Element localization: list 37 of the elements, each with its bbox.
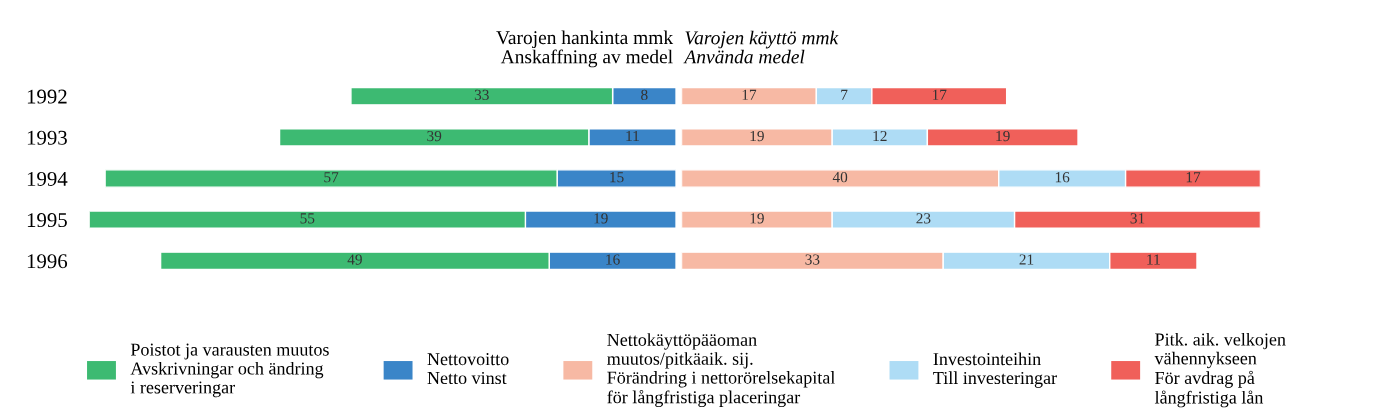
data-label: 19 <box>594 213 608 224</box>
y-tick-label: 1992 <box>27 89 67 104</box>
data-label: 33 <box>805 254 820 265</box>
legend-label: Poistot ja varausten muutos Avskrivningar och ändring i reserveringar <box>130 343 329 398</box>
data-label: 11 <box>626 130 639 142</box>
data-label: 55 <box>300 213 315 224</box>
y-tick-label: 1995 <box>27 213 67 228</box>
legend-label: Pitk. aik. velkojen vähennykseen För avdrag på långfristiga lån <box>1154 332 1286 408</box>
data-label: 23 <box>916 213 931 224</box>
data-label: 31 <box>1130 213 1145 224</box>
data-label: 7 <box>841 89 848 100</box>
data-label: 39 <box>427 130 442 142</box>
data-label: 17 <box>1186 172 1201 183</box>
data-label: 40 <box>832 172 848 183</box>
data-label: 12 <box>873 130 887 142</box>
data-label: 19 <box>750 130 764 142</box>
data-label: 8 <box>641 89 648 100</box>
data-label: 21 <box>1019 254 1034 265</box>
text: Varojen hankinta mmk Anskaffning av medel <box>496 30 674 68</box>
data-label: 49 <box>347 254 362 265</box>
legend-label: Investointeihin Till investeringar <box>933 352 1057 388</box>
legend-label: Nettovoitto Netto vinst <box>427 353 509 385</box>
data-label: 19 <box>996 130 1010 142</box>
y-tick-label: 1993 <box>27 130 67 145</box>
data-label: 33 <box>474 89 489 100</box>
legend-label: Nettokäyttöpääoman muutos/pitkäaik. sij. Förändring i nettorörelsekapital för långfristiga placeringar <box>607 333 835 408</box>
data-label: 19 <box>750 213 764 224</box>
text: Varojen käyttö mmk Använda medel <box>683 30 839 64</box>
y-tick-label: 1994 <box>27 171 68 186</box>
y-tick-label: 1996 <box>27 254 68 269</box>
data-label: 57 <box>324 172 339 183</box>
data-label: 17 <box>742 89 757 100</box>
data-label: 15 <box>610 172 624 183</box>
data-label: 17 <box>932 89 947 100</box>
data-label: 16 <box>1055 172 1070 183</box>
data-label: 11 <box>1147 254 1160 265</box>
data-label: 16 <box>606 254 620 265</box>
